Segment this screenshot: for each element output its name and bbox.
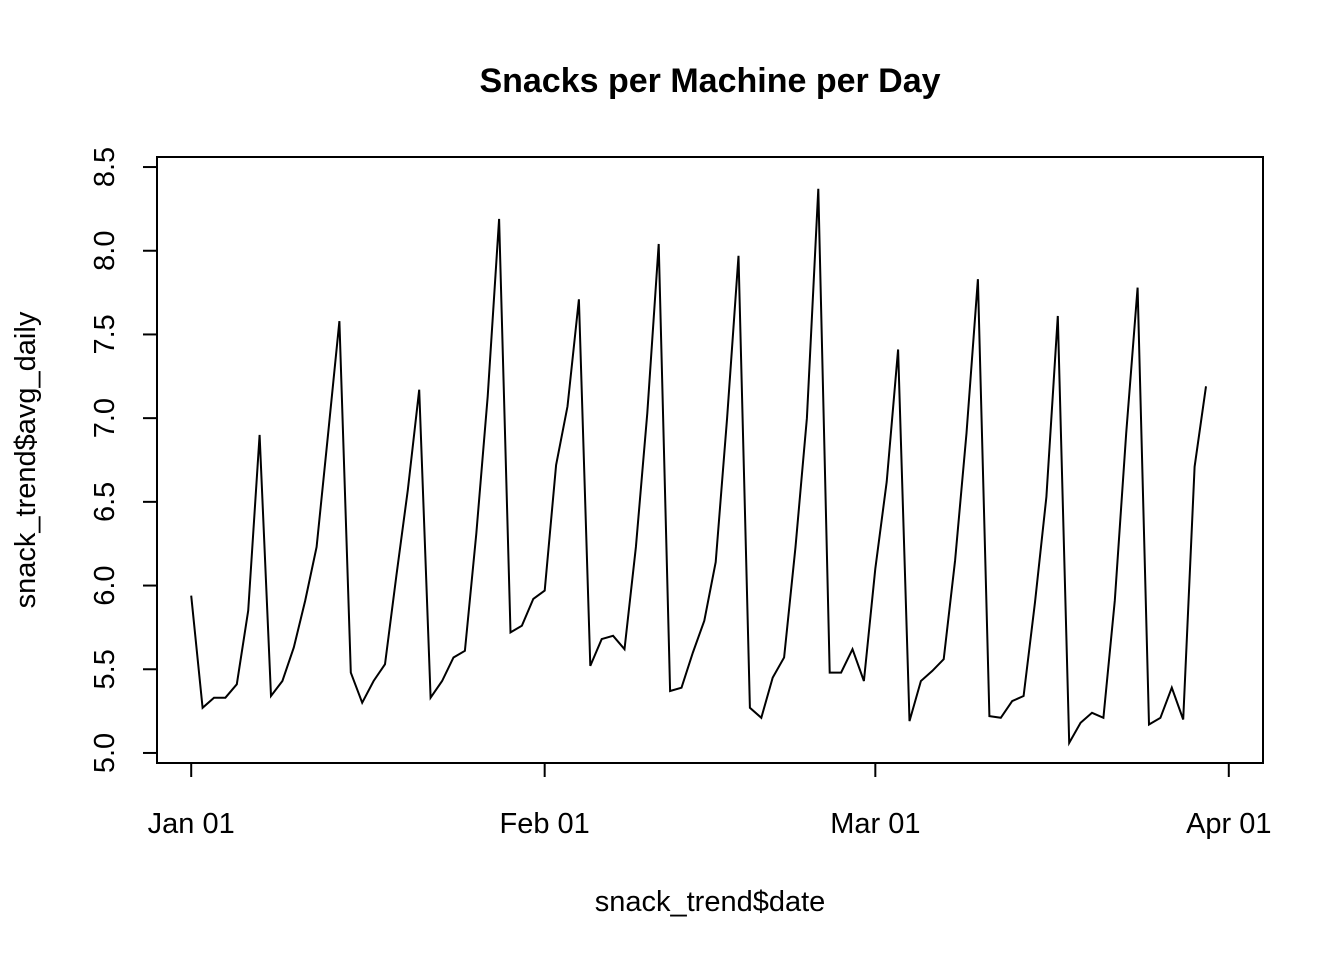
y-tick-label: 8.5 [89,147,121,187]
y-tick-label: 8.0 [89,231,121,271]
x-tick-label: Feb 01 [500,808,590,840]
x-tick-label: Apr 01 [1186,808,1271,840]
y-tick-label: 6.0 [89,565,121,605]
y-tick-label: 7.5 [89,314,121,354]
series-line [190,188,1207,747]
y-tick-label: 6.5 [89,482,121,522]
y-axis: 5.0 5.5 6.0 6.5 7.0 7.5 8.0 8.5 [89,147,158,773]
x-axis-label: snack_trend$date [595,886,826,918]
x-tick-label: Jan 01 [148,808,235,840]
x-axis: Jan 01 Feb 01 Mar 01 Apr 01 [148,762,1272,840]
y-tick-label: 7.0 [89,398,121,438]
x-tick-label: Mar 01 [830,808,920,840]
chart-title: Snacks per Machine per Day [479,62,940,100]
y-tick-label: 5.0 [89,733,121,773]
y-tick-label: 5.5 [89,649,121,689]
plot-frame [156,156,1264,764]
y-axis-label: snack_trend$avg_daily [10,311,42,608]
